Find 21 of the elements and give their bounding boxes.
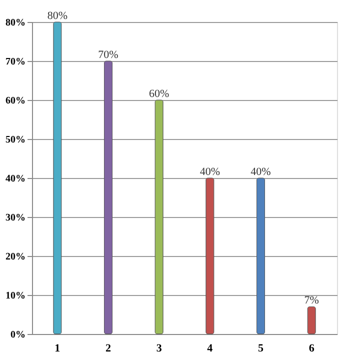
- data-label: 40%: [200, 166, 220, 178]
- data-label: 60%: [148, 88, 170, 100]
- data-label: 80%: [47, 10, 68, 22]
- y-tick-label: 20%: [6, 252, 26, 262]
- y-tick-label: 0%: [10, 330, 26, 340]
- y-tick-label: 80%: [6, 18, 26, 28]
- data-label: 7%: [304, 294, 319, 307]
- y-tick-label: 40%: [6, 174, 26, 184]
- x-tick-label: 5: [258, 342, 264, 354]
- x-tick-label: 3: [156, 342, 162, 354]
- x-tick-label: 1: [54, 342, 60, 354]
- y-tick-label: 60%: [6, 96, 26, 106]
- y-tick-label: 50%: [6, 134, 26, 146]
- x-tick-label: 2: [106, 342, 112, 354]
- y-tick-label: 70%: [6, 56, 26, 68]
- y-tick-label: 10%: [6, 290, 26, 302]
- data-label: 40%: [250, 166, 271, 178]
- x-tick-label: 6: [308, 342, 315, 354]
- x-tick-label: 4: [207, 342, 214, 354]
- y-tick-label: 30%: [6, 212, 26, 224]
- data-label: 70%: [98, 49, 118, 61]
